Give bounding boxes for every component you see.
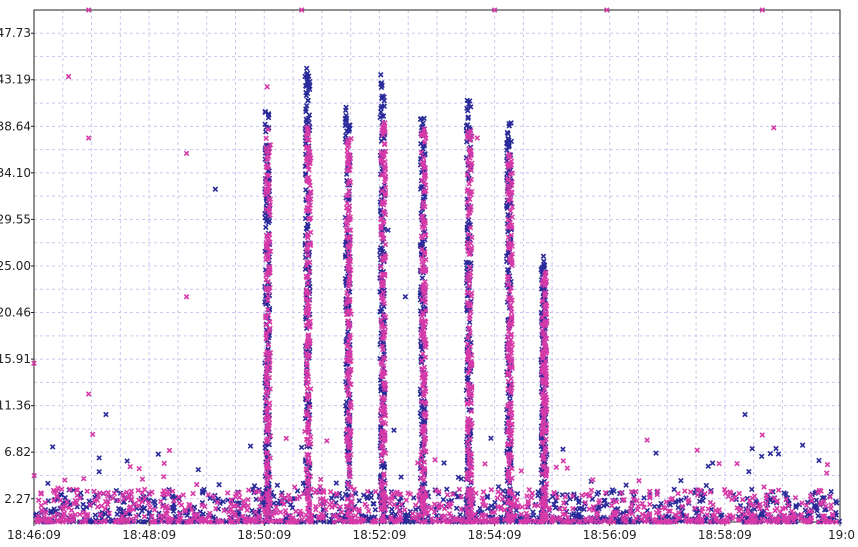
- x-tick-label: 19:0: [828, 528, 855, 542]
- x-tick-label: 18:50:09: [237, 528, 291, 542]
- y-tick-label: 47.73: [0, 26, 31, 40]
- y-tick-label: 43.19: [0, 73, 31, 87]
- x-tick-label: 18:54:09: [468, 528, 522, 542]
- x-tick-label: 18:48:09: [122, 528, 176, 542]
- y-tick-label: 11.36: [0, 399, 31, 413]
- y-tick-label: 38.64: [0, 119, 31, 133]
- x-tick-label: 18:58:09: [698, 528, 752, 542]
- y-tick-label: 20.46: [0, 305, 31, 319]
- x-tick-label: 18:46:09: [7, 528, 61, 542]
- x-tick-label: 18:56:09: [583, 528, 637, 542]
- x-tick-label: 18:52:09: [352, 528, 406, 542]
- y-tick-label: 29.55: [0, 212, 31, 226]
- y-tick-label: 15.91: [0, 352, 31, 366]
- y-tick-label: 34.10: [0, 166, 31, 180]
- y-tick-label: 25.00: [0, 259, 31, 273]
- y-tick-label: 2.27: [4, 492, 31, 506]
- y-tick-label: 6.82: [4, 445, 31, 459]
